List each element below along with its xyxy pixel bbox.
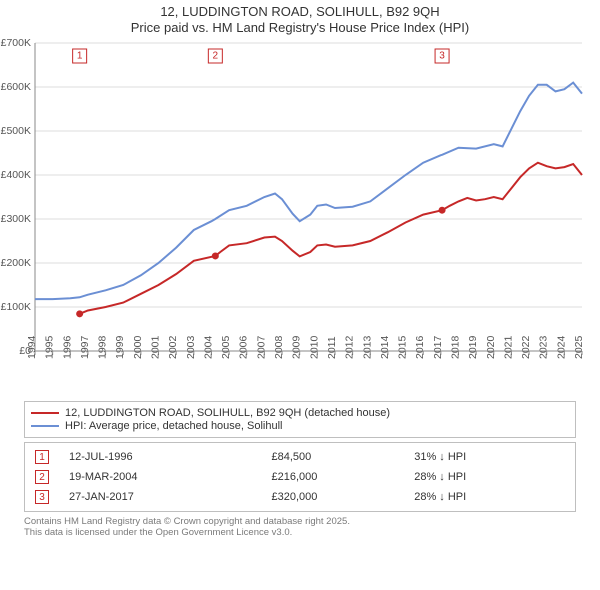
price-vs-hpi-chart: £0£100K£200K£300K£400K£500K£600K£700K199…	[0, 37, 600, 397]
svg-text:£200K: £200K	[1, 257, 31, 269]
svg-text:2010: 2010	[308, 335, 320, 359]
sales-row-delta-3: 28% ↓ HPI	[410, 487, 569, 507]
svg-text:2024: 2024	[555, 335, 567, 359]
svg-text:2009: 2009	[291, 335, 303, 359]
svg-text:1999: 1999	[114, 335, 126, 359]
svg-text:2011: 2011	[326, 336, 338, 359]
svg-text:2005: 2005	[220, 335, 232, 359]
legend-label-hpi: HPI: Average price, detached house, Soli…	[65, 420, 283, 432]
sale-dot-1	[76, 310, 83, 317]
legend-swatch-hpi	[31, 425, 59, 427]
svg-text:1994: 1994	[26, 335, 38, 359]
sales-row-date-2: 19-MAR-2004	[65, 467, 268, 487]
legend-swatch-price_paid	[31, 412, 59, 414]
sales-table: 1 12-JUL-1996£84,50031% ↓ HPI 2 19-MAR-2004…	[24, 442, 576, 512]
sales-row-price-3: £320,000	[268, 487, 411, 507]
svg-text:1998: 1998	[97, 335, 109, 359]
svg-text:1996: 1996	[61, 335, 73, 359]
svg-text:2015: 2015	[397, 335, 409, 359]
svg-text:2001: 2001	[150, 335, 162, 359]
svg-text:1995: 1995	[44, 335, 56, 359]
sale-dot-3	[439, 206, 446, 213]
sales-row-marker-3: 3	[35, 490, 49, 504]
svg-text:2007: 2007	[255, 335, 267, 359]
sales-row-marker-2: 2	[35, 470, 49, 484]
svg-text:2019: 2019	[467, 335, 479, 359]
svg-text:2008: 2008	[273, 335, 285, 359]
chart-title-block: 12, LUDDINGTON ROAD, SOLIHULL, B92 9QH P…	[0, 0, 600, 37]
license-text: Contains HM Land Registry data © Crown c…	[24, 516, 576, 540]
svg-text:2018: 2018	[449, 335, 461, 359]
title-line-2: Price paid vs. HM Land Registry's House …	[0, 20, 600, 36]
svg-text:2004: 2004	[202, 335, 214, 359]
sales-row-date-1: 12-JUL-1996	[65, 447, 268, 467]
sales-row-price-2: £216,000	[268, 467, 411, 487]
svg-text:2014: 2014	[379, 335, 391, 359]
svg-text:£700K: £700K	[1, 37, 31, 49]
svg-text:2016: 2016	[414, 335, 426, 359]
svg-text:2022: 2022	[520, 335, 532, 359]
sales-row-3: 3 27-JAN-2017£320,00028% ↓ HPI	[31, 487, 569, 507]
svg-text:£600K: £600K	[1, 81, 31, 93]
sale-marker-label-2: 2	[213, 50, 219, 61]
sales-row-2: 2 19-MAR-2004£216,00028% ↓ HPI	[31, 467, 569, 487]
sale-marker-label-1: 1	[77, 50, 83, 61]
svg-text:2017: 2017	[432, 335, 444, 359]
sales-row-1: 1 12-JUL-1996£84,50031% ↓ HPI	[31, 447, 569, 467]
legend-item-hpi: HPI: Average price, detached house, Soli…	[31, 420, 569, 432]
svg-text:£300K: £300K	[1, 213, 31, 225]
svg-text:2025: 2025	[573, 335, 585, 359]
sale-dot-2	[212, 252, 219, 259]
license-line-2: This data is licensed under the Open Gov…	[24, 527, 576, 539]
svg-text:2020: 2020	[485, 335, 497, 359]
svg-text:2013: 2013	[361, 335, 373, 359]
svg-text:£400K: £400K	[1, 169, 31, 181]
sales-row-delta-2: 28% ↓ HPI	[410, 467, 569, 487]
legend: 12, LUDDINGTON ROAD, SOLIHULL, B92 9QH (…	[24, 401, 576, 438]
legend-label-price_paid: 12, LUDDINGTON ROAD, SOLIHULL, B92 9QH (…	[65, 407, 390, 419]
license-line-1: Contains HM Land Registry data © Crown c…	[24, 516, 576, 528]
svg-text:£100K: £100K	[1, 301, 31, 313]
svg-text:2000: 2000	[132, 335, 144, 359]
svg-text:2023: 2023	[538, 335, 550, 359]
svg-text:2021: 2021	[502, 335, 514, 359]
sale-marker-label-3: 3	[439, 50, 445, 61]
sales-row-date-3: 27-JAN-2017	[65, 487, 268, 507]
svg-text:2003: 2003	[185, 335, 197, 359]
sales-row-marker-1: 1	[35, 450, 49, 464]
svg-text:2002: 2002	[167, 335, 179, 359]
svg-text:2012: 2012	[344, 335, 356, 359]
svg-text:£500K: £500K	[1, 125, 31, 137]
sales-row-delta-1: 31% ↓ HPI	[410, 447, 569, 467]
legend-item-price_paid: 12, LUDDINGTON ROAD, SOLIHULL, B92 9QH (…	[31, 407, 569, 419]
title-line-1: 12, LUDDINGTON ROAD, SOLIHULL, B92 9QH	[0, 4, 600, 20]
sales-row-price-1: £84,500	[268, 447, 411, 467]
svg-text:2006: 2006	[238, 335, 250, 359]
svg-text:1997: 1997	[79, 335, 91, 359]
